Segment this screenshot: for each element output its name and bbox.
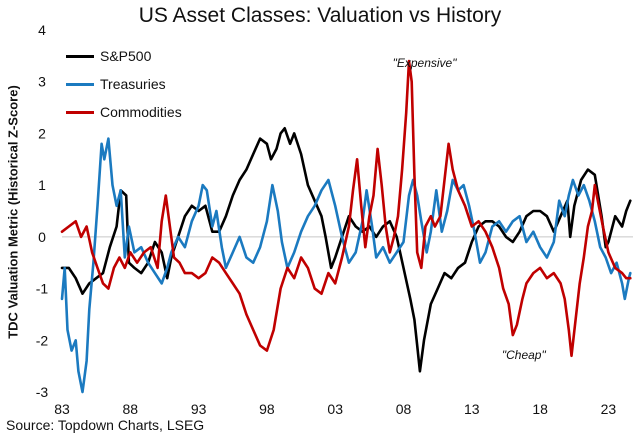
y-tick-label: 4 (38, 22, 46, 38)
series-line-treasuries (60, 137, 632, 394)
y-tick-label: 0 (38, 229, 46, 245)
y-tick-label: -3 (36, 384, 49, 400)
y-tick-label: -1 (36, 281, 49, 297)
x-tick-labels: 83 88 93 98 03 08 13 18 23 (54, 401, 616, 417)
chart-title: US Asset Classes: Valuation vs History (138, 4, 502, 27)
x-tick-label: 23 (601, 401, 617, 417)
legend-swatch-treasuries (66, 82, 94, 86)
y-axis-label-box: TDC Valuation Metric (Historical Z-Score… (2, 47, 24, 377)
y-tick-label: -2 (36, 332, 49, 348)
legend-item-sp500: S&P500 (66, 42, 182, 70)
y-tick-label: 2 (38, 125, 46, 141)
y-tick-label: 3 (38, 74, 46, 90)
legend-swatch-sp500 (66, 54, 94, 58)
legend-item-treasuries: Treasuries (66, 70, 182, 98)
legend-label-sp500: S&P500 (100, 48, 152, 64)
x-tick-label: 18 (532, 401, 548, 417)
y-tick-labels: -3 -2 -1 0 1 2 3 4 (36, 22, 49, 400)
series-line-commodities (60, 59, 632, 358)
x-tick-label: 08 (396, 401, 412, 417)
annotation-cheap: "Cheap" (501, 347, 546, 362)
source-note: Source: Topdown Charts, LSEG (6, 417, 205, 433)
x-tick-label: 93 (191, 401, 207, 417)
x-tick-label: 88 (123, 401, 139, 417)
legend: S&P500 Treasuries Commodities (66, 42, 182, 126)
legend-item-commodities: Commodities (66, 98, 182, 126)
y-axis-label: TDC Valuation Metric (Historical Z-Score… (5, 85, 21, 339)
legend-label-treasuries: Treasuries (100, 76, 166, 92)
annotation-expensive: "Expensive" (392, 55, 457, 70)
series-layer (60, 59, 632, 394)
x-tick-label: 03 (327, 401, 343, 417)
x-tick-label: 98 (259, 401, 275, 417)
legend-label-commodities: Commodities (100, 104, 182, 120)
legend-swatch-commodities (66, 110, 94, 114)
y-tick-label: 1 (38, 177, 46, 193)
x-tick-label: 83 (54, 401, 70, 417)
x-tick-label: 13 (464, 401, 480, 417)
